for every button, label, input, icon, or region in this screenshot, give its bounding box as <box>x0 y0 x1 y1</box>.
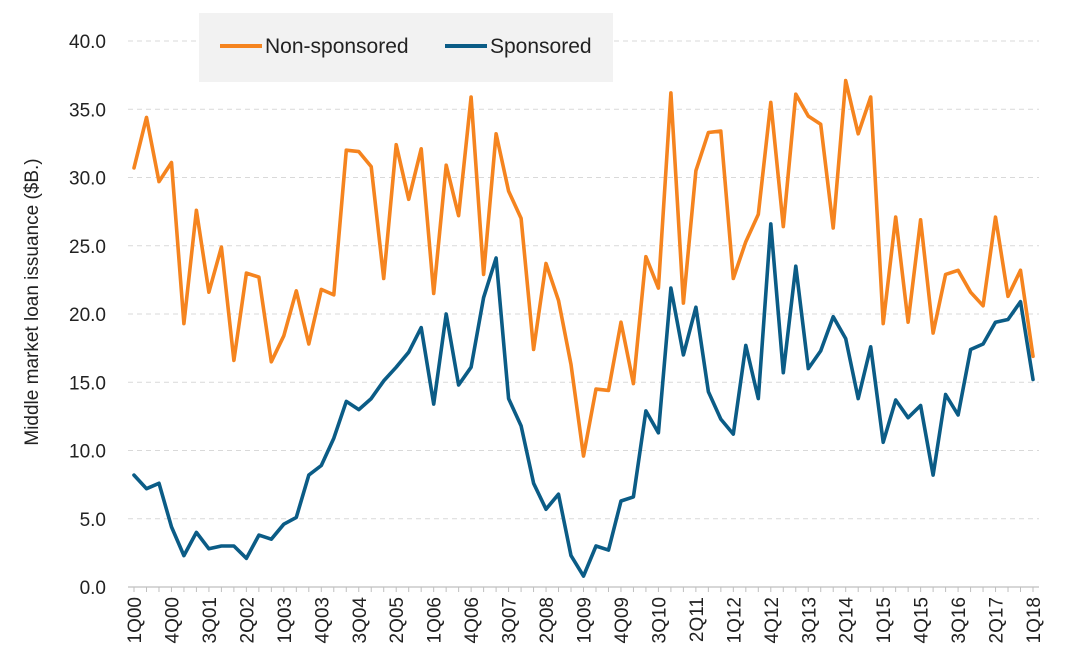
x-tick-label: 2Q02 <box>237 597 258 643</box>
series-line-non-sponsored <box>132 78 1035 458</box>
y-tick-label: 25.0 <box>69 237 106 258</box>
y-tick-label: 35.0 <box>69 100 106 121</box>
x-tick-label: 4Q09 <box>612 597 633 643</box>
x-tick-label: 1Q00 <box>125 597 146 643</box>
x-tick-label: 4Q06 <box>462 597 483 643</box>
y-tick-label: 0.0 <box>80 578 106 599</box>
x-tick-label: 1Q06 <box>425 597 446 643</box>
x-tick-label: 3Q04 <box>350 597 371 644</box>
series-lines <box>132 78 1035 578</box>
x-tick-label: 4Q00 <box>162 597 183 643</box>
x-tick-label: 1Q12 <box>724 597 745 643</box>
series-line-sponsored <box>132 222 1035 578</box>
y-tick-label: 10.0 <box>69 442 106 463</box>
x-tick-label: 1Q15 <box>874 597 895 643</box>
y-tick-label: 30.0 <box>69 169 106 190</box>
x-tick-label: 3Q01 <box>200 597 221 643</box>
x-tick-label: 4Q12 <box>762 597 783 643</box>
legend-box <box>199 13 613 82</box>
x-tick-label: 2Q11 <box>687 597 708 642</box>
x-tick-label: 2Q17 <box>987 597 1008 643</box>
x-axis <box>128 586 1039 592</box>
y-tick-label: 40.0 <box>69 32 106 53</box>
x-tick-label: 1Q09 <box>575 597 596 643</box>
x-tick-label: 3Q07 <box>500 597 521 643</box>
y-axis-title: Middle market loan issuance ($B.) <box>22 158 43 445</box>
legend-label-non-sponsored: Non-sponsored <box>265 35 409 58</box>
x-axis-ticks: 1Q00 4Q00 3Q01 2Q02 1Q03 4Q03 3Q04 2Q05 1Q06 4Q06… <box>125 597 1045 644</box>
legend-label-sponsored: Sponsored <box>490 35 592 58</box>
x-tick-label: 3Q10 <box>649 597 670 643</box>
y-axis-ticks: 0.0 5.0 10.0 15.0 20.0 25.0 30.0 35.0 40.0 <box>69 32 106 599</box>
x-tick-label: 2Q08 <box>537 597 558 643</box>
y-tick-label: 5.0 <box>80 510 106 531</box>
gridlines <box>128 40 1039 520</box>
x-tick-label: 1Q03 <box>275 597 296 643</box>
x-tick-label: 3Q13 <box>799 597 820 643</box>
x-tick-label: 4Q03 <box>312 597 333 643</box>
x-tick-label: 4Q15 <box>912 597 933 643</box>
y-tick-label: 20.0 <box>69 305 106 326</box>
x-tick-label: 1Q18 <box>1024 597 1045 643</box>
x-tick-label: 2Q14 <box>837 597 858 644</box>
y-tick-label: 15.0 <box>69 373 106 394</box>
x-tick-label: 3Q16 <box>949 597 970 643</box>
legend: Non-sponsored Sponsored <box>199 13 613 82</box>
x-tick-label: 2Q05 <box>387 597 408 643</box>
